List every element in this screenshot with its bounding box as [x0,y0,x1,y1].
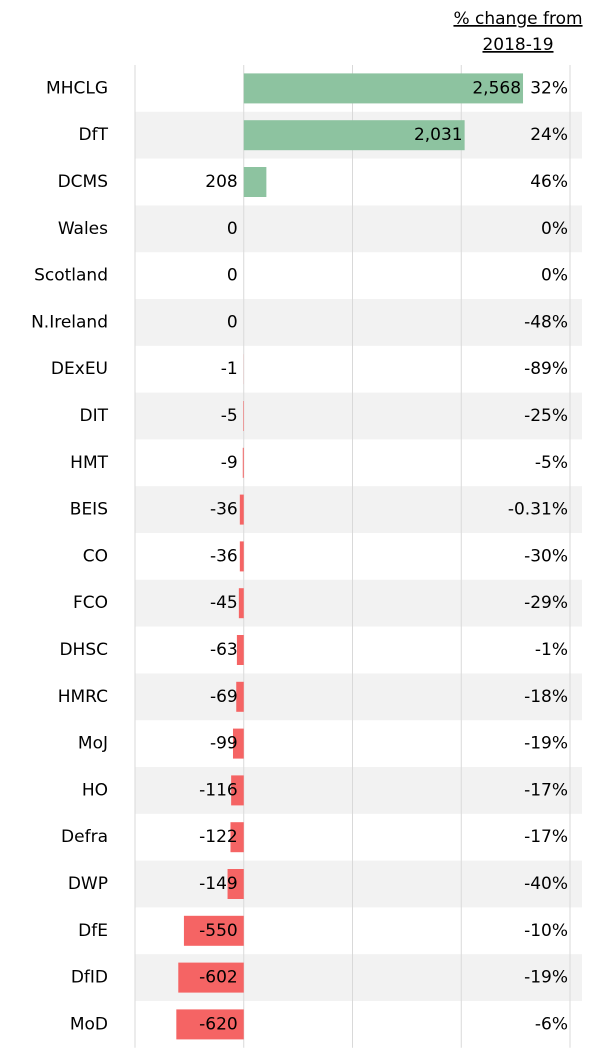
value-label: -99 [210,734,238,754]
pct-label: -17% [524,827,568,847]
bar [232,728,244,759]
value-label: -9 [221,453,238,473]
bar [231,775,244,806]
pct-label: -1% [535,640,568,660]
row-band [135,392,582,440]
category-label: HO [82,780,108,800]
value-label: -620 [199,1014,238,1034]
bar [238,588,244,619]
row-band [135,860,582,908]
category-label: DExEU [51,359,108,379]
pct-header: 2018-19 [482,35,553,55]
bar [230,822,244,853]
value-label: -550 [199,921,238,941]
bar [227,869,244,899]
category-label: DfT [79,125,109,145]
row-band [135,205,582,253]
category-label: DHSC [59,640,108,660]
value-label: -602 [199,968,238,988]
pct-label: -17% [524,780,568,800]
pct-label: 0% [541,266,568,286]
pct-label: -48% [524,312,568,332]
value-label: -116 [199,780,238,800]
value-label: -36 [210,500,238,520]
category-label: MoD [70,1014,108,1034]
pct-label: -6% [535,1014,568,1034]
pct-label: -10% [524,921,568,941]
category-label: N.Ireland [31,312,108,332]
category-label: Wales [58,219,108,239]
category-label: DWP [68,874,108,894]
value-label: 208 [205,172,237,192]
value-label: 0 [227,219,238,239]
bar [242,447,244,478]
pct-label: -30% [524,546,568,566]
pct-label: 24% [530,125,568,145]
pct-label: -0.31% [508,500,568,520]
row-band [135,299,582,346]
value-label: -1 [221,359,238,379]
category-label: DCMS [58,172,108,192]
category-label: MoJ [78,734,108,754]
bar [239,494,244,525]
category-label: BEIS [70,500,108,520]
pct-label: 0% [541,219,568,239]
value-label: 0 [227,312,238,332]
bar [236,681,244,712]
category-label: CO [83,546,108,566]
row-band [135,673,582,721]
value-label: -5 [221,406,238,426]
value-label: -63 [210,640,238,660]
pct-label: 32% [530,78,568,98]
category-label: Defra [61,827,108,847]
pct-label: -19% [524,968,568,988]
bar [243,120,465,151]
value-label: -149 [199,874,238,894]
bar [176,1009,244,1040]
pct-label: -89% [524,359,568,379]
bar [239,541,244,572]
pct-label: -29% [524,593,568,613]
category-label: FCO [73,593,108,613]
pct-header: % change from [453,9,582,29]
bar [236,635,244,665]
pct-label: -5% [535,453,568,473]
bar [243,401,244,431]
row-band [135,579,582,627]
pct-label: -25% [524,406,568,426]
category-label: HMT [70,453,108,473]
value-label: -45 [210,593,238,613]
category-label: Scotland [34,266,108,286]
value-label: -122 [199,827,238,847]
bar [183,915,244,946]
category-label: DfE [78,921,108,941]
pct-label: -40% [524,874,568,894]
category-label: HMRC [58,687,108,707]
value-label: -69 [210,687,238,707]
category-label: MHCLG [46,78,108,98]
value-label: 0 [227,266,238,286]
row-band [135,486,582,533]
value-label: -36 [210,546,238,566]
bar [243,73,524,104]
bar [178,962,244,993]
row-band [135,767,582,814]
value-label: 2,568 [472,78,521,98]
pct-label: -19% [524,734,568,754]
value-label: 2,031 [414,125,463,145]
category-label: DIT [80,406,109,426]
pct-label: -18% [524,687,568,707]
bar [243,167,267,197]
pct-label: 46% [530,172,568,192]
category-label: DfID [71,968,108,988]
